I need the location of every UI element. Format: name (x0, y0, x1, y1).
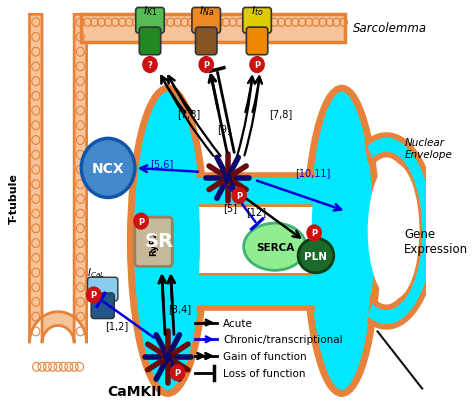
Text: Gain of function: Gain of function (223, 351, 307, 361)
Text: Nuclear
Envelope: Nuclear Envelope (404, 138, 452, 160)
Text: [7,8]: [7,8] (270, 108, 293, 119)
Text: NCX: NCX (92, 162, 124, 175)
Circle shape (87, 288, 101, 303)
Circle shape (250, 58, 264, 73)
Circle shape (134, 214, 148, 229)
FancyBboxPatch shape (88, 278, 118, 301)
Ellipse shape (298, 239, 334, 273)
FancyBboxPatch shape (192, 9, 220, 34)
Text: SERCA: SERCA (256, 242, 294, 252)
Text: Gene
Expression: Gene Expression (404, 227, 468, 255)
FancyBboxPatch shape (136, 9, 164, 34)
Text: P: P (254, 61, 260, 70)
Text: Loss of function: Loss of function (223, 368, 306, 378)
Bar (175, 208, 335, 274)
Text: [5]: [5] (223, 203, 237, 213)
Circle shape (307, 225, 321, 241)
FancyBboxPatch shape (246, 28, 268, 56)
Text: [12]: [12] (246, 207, 266, 217)
Circle shape (232, 188, 246, 204)
Text: [10,11]: [10,11] (296, 167, 331, 178)
Text: T-tubule: T-tubule (9, 173, 18, 223)
Circle shape (223, 173, 232, 183)
Circle shape (199, 58, 213, 73)
Text: PLN: PLN (304, 251, 328, 261)
Text: P: P (311, 229, 317, 238)
Text: CaMKII: CaMKII (108, 384, 162, 398)
Bar (168, 274, 342, 308)
Text: RyR2: RyR2 (149, 229, 158, 255)
Text: $I_{to}$: $I_{to}$ (251, 4, 264, 18)
Text: [7,8]: [7,8] (177, 108, 200, 119)
Bar (82, 15, 346, 43)
FancyBboxPatch shape (91, 293, 114, 319)
Text: [3,4]: [3,4] (168, 303, 191, 313)
Ellipse shape (306, 89, 377, 393)
FancyBboxPatch shape (139, 28, 161, 56)
Ellipse shape (368, 163, 419, 300)
Circle shape (143, 58, 157, 73)
Text: P: P (203, 61, 209, 70)
Circle shape (82, 139, 135, 198)
Text: P: P (138, 217, 144, 226)
Text: Sarcolemma: Sarcolemma (353, 22, 427, 34)
Text: ?: ? (147, 61, 152, 70)
Polygon shape (29, 15, 87, 344)
Circle shape (164, 352, 173, 362)
Text: SR: SR (145, 232, 173, 251)
Text: Acute: Acute (223, 318, 253, 328)
Text: P: P (236, 191, 242, 200)
Text: $I_{K1}$: $I_{K1}$ (143, 4, 157, 18)
Ellipse shape (130, 89, 205, 393)
Text: [5,6]: [5,6] (150, 159, 173, 169)
Text: [1,2]: [1,2] (105, 321, 128, 330)
Text: $I_{CaL}$: $I_{CaL}$ (87, 266, 105, 279)
Text: Chronic/transcriptional: Chronic/transcriptional (223, 335, 343, 344)
Circle shape (171, 365, 185, 381)
FancyBboxPatch shape (243, 9, 271, 34)
Text: $I_{Na}$: $I_{Na}$ (199, 4, 214, 18)
FancyBboxPatch shape (195, 28, 217, 56)
Ellipse shape (311, 95, 372, 388)
Text: [9]: [9] (217, 124, 231, 134)
Polygon shape (364, 136, 436, 327)
Text: P: P (91, 291, 97, 300)
Bar (168, 175, 342, 208)
FancyBboxPatch shape (135, 218, 173, 267)
Text: P: P (174, 369, 181, 378)
Ellipse shape (136, 95, 200, 388)
Ellipse shape (244, 224, 306, 271)
